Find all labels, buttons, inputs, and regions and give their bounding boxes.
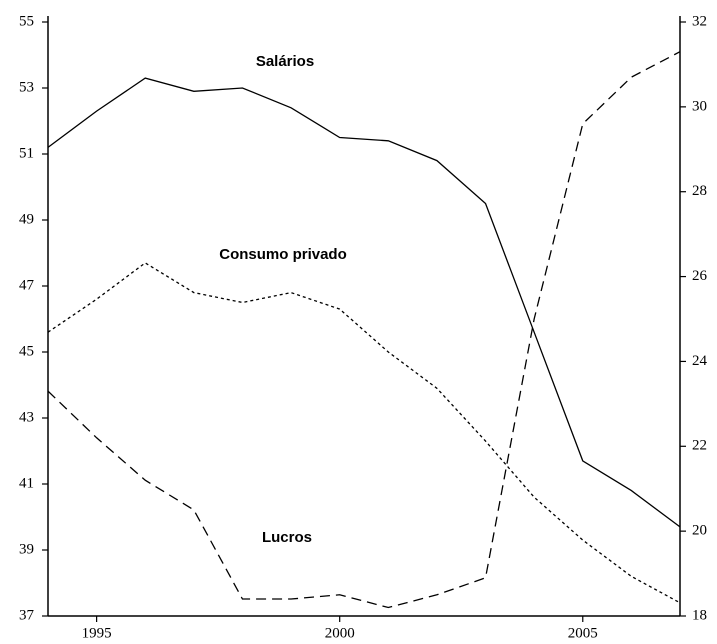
- y2-tick-label: 30: [692, 98, 707, 114]
- x-tick-label: 2005: [568, 625, 598, 641]
- y2-tick-label: 32: [692, 13, 707, 29]
- x-tick-label: 2000: [325, 625, 355, 641]
- y-tick-label: 45: [19, 343, 34, 359]
- y-tick-label: 47: [19, 277, 35, 293]
- line: [47, 77, 681, 528]
- y-tick-label: 53: [19, 79, 34, 95]
- series-label: Consumo privado: [219, 246, 347, 263]
- y2-tick-label: 18: [692, 607, 707, 623]
- x-tick-label: 1995: [82, 625, 112, 641]
- y-tick-label: 41: [19, 475, 34, 491]
- y2-tick-label: 24: [692, 353, 708, 369]
- y2-tick-label: 26: [692, 268, 708, 284]
- y2-tick-label: 22: [692, 438, 707, 454]
- y-tick-label: 37: [19, 607, 35, 623]
- y-tick-label: 39: [19, 541, 34, 557]
- series-label: Salários: [256, 53, 314, 70]
- line: [47, 51, 681, 609]
- y-tick-label: 51: [19, 145, 34, 161]
- y-tick-label: 49: [19, 211, 34, 227]
- line: [47, 262, 681, 604]
- y-tick-label: 43: [19, 409, 34, 425]
- y2-tick-label: 20: [692, 523, 707, 539]
- series-label: Lucros: [262, 529, 312, 546]
- y2-tick-label: 28: [692, 183, 707, 199]
- y-tick-label: 55: [19, 13, 34, 29]
